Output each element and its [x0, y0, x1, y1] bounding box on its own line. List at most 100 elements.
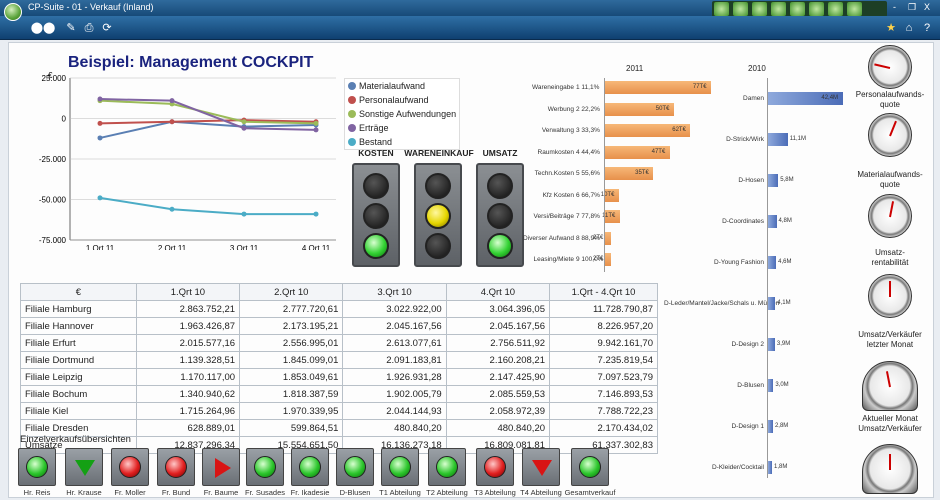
table-cell: 1.853.049,61 — [239, 368, 344, 386]
bar[interactable] — [768, 215, 777, 228]
table-cell: 1.963.426,87 — [135, 317, 241, 335]
edit-icon[interactable]: ✎ — [66, 22, 76, 34]
data-point[interactable] — [241, 119, 247, 125]
shop-status-button[interactable] — [476, 448, 514, 486]
data-point[interactable] — [313, 211, 319, 217]
table-row[interactable]: Filiale Dortmund 1.139.328,51 1.845.099,01… — [20, 351, 658, 369]
shop-status-button[interactable] — [571, 448, 609, 486]
tool-icon[interactable] — [790, 2, 805, 16]
bar[interactable] — [768, 256, 777, 269]
bar[interactable] — [605, 167, 654, 180]
gauge[interactable] — [862, 361, 918, 411]
shop-label: Hr. Reis — [23, 488, 51, 497]
bar[interactable] — [605, 210, 621, 223]
bar[interactable] — [768, 92, 844, 105]
close-button[interactable]: X — [924, 2, 931, 12]
shop-status-button[interactable] — [291, 448, 329, 486]
bar-category-label: D-Design 2 — [731, 341, 764, 348]
bar-percent-label: 1 11,1% — [576, 84, 600, 91]
column-header[interactable]: 1.Qrt 10 — [135, 283, 241, 301]
app-logo-icon[interactable] — [4, 3, 22, 21]
shop-status-button[interactable] — [18, 448, 56, 486]
home-icon[interactable]: ⌂ — [905, 22, 913, 34]
refresh-icon[interactable]: ⟳ — [102, 22, 112, 34]
gauge[interactable] — [868, 45, 912, 89]
data-point[interactable] — [169, 119, 175, 125]
shop-status-button[interactable] — [381, 448, 419, 486]
column-header[interactable]: € — [20, 283, 137, 301]
data-point[interactable] — [241, 125, 247, 131]
bar[interactable] — [768, 174, 779, 187]
tool-icon[interactable] — [714, 2, 729, 16]
bar[interactable] — [768, 338, 775, 351]
gauge[interactable] — [862, 444, 918, 494]
table-row[interactable]: Filiale Bochum 1.340.940,62 1.818.387,59 1.… — [20, 385, 658, 403]
column-header[interactable]: 4.Qrt 10 — [445, 283, 551, 301]
tool-icon[interactable] — [752, 2, 767, 16]
shop-status-button[interactable] — [111, 448, 149, 486]
shop-status-button[interactable] — [336, 448, 374, 486]
bar[interactable] — [605, 124, 691, 137]
bar[interactable] — [605, 81, 711, 94]
table-row[interactable]: Filiale Hannover 1.963.426,87 2.173.195,21… — [20, 317, 658, 335]
table-row[interactable]: Filiale Kiel 1.715.264,96 1.970.339,95 2.04… — [20, 402, 658, 420]
bar[interactable] — [605, 145, 670, 159]
shop-status-button[interactable] — [157, 448, 195, 486]
column-header[interactable]: 1.Qrt - 4.Qrt 10 — [549, 283, 658, 301]
bar[interactable] — [605, 231, 611, 245]
data-point[interactable] — [241, 211, 247, 217]
gauge[interactable] — [868, 113, 912, 157]
bar[interactable] — [768, 461, 772, 474]
shop-status-button[interactable] — [428, 448, 466, 486]
tool-icon[interactable] — [847, 2, 862, 16]
bar-category-label: Raumkosten — [537, 148, 575, 156]
legend-swatch — [348, 110, 356, 118]
lamp-red — [363, 173, 389, 199]
data-point[interactable] — [313, 127, 319, 133]
bar[interactable] — [768, 420, 773, 433]
bar[interactable] — [768, 133, 788, 146]
shop-status-button[interactable] — [65, 448, 103, 486]
gauge[interactable] — [868, 274, 912, 318]
data-point[interactable] — [97, 195, 103, 201]
data-point[interactable] — [169, 98, 175, 104]
table-row[interactable]: Filiale Hamburg 2.863.752,21 2.777.720,61 3… — [20, 300, 658, 318]
shop-label: Gesamtverkauf — [564, 488, 616, 497]
maximize-button[interactable]: ❐ — [908, 2, 917, 12]
column-header[interactable]: 3.Qrt 10 — [342, 283, 447, 301]
tool-icon[interactable] — [828, 2, 843, 16]
shop-status-button[interactable] — [246, 448, 284, 486]
traffic-light-wareneinkauf[interactable] — [414, 163, 462, 267]
table-row[interactable]: Filiale Erfurt 2.015.577,16 2.556.995,01 2.… — [20, 334, 658, 352]
export-icon[interactable]: ⎙ — [84, 22, 94, 34]
help-icon[interactable]: ? — [923, 22, 931, 34]
bar[interactable] — [768, 379, 774, 392]
data-point[interactable] — [97, 120, 103, 126]
table-cell: 1.139.328,51 — [135, 351, 241, 369]
arrow-down-green-icon — [75, 460, 95, 476]
table-cell: 1.970.339,95 — [239, 402, 344, 420]
shop-status-button[interactable] — [202, 448, 240, 486]
bar[interactable] — [605, 102, 674, 116]
tool-icon[interactable] — [809, 2, 824, 16]
traffic-light-kosten[interactable] — [352, 163, 400, 267]
minimize-button[interactable]: - — [893, 2, 896, 12]
traffic-light-umsatz[interactable] — [476, 163, 524, 267]
favorite-star-icon[interactable]: ★ — [886, 22, 896, 34]
data-point[interactable] — [169, 206, 175, 212]
table-row[interactable]: Filiale Leipzig 1.170.117,00 1.853.049,61 1… — [20, 368, 658, 386]
tool-icon[interactable] — [733, 2, 748, 16]
bar[interactable] — [605, 188, 619, 202]
data-point[interactable] — [97, 135, 103, 141]
nav-back-forward-icon[interactable]: ⬤⬤ — [30, 22, 56, 34]
row-label: Filiale Hannover — [20, 317, 137, 335]
shop-status-button[interactable] — [522, 448, 560, 486]
bar[interactable] — [768, 297, 776, 310]
data-point[interactable] — [313, 120, 319, 126]
bar[interactable] — [605, 253, 611, 266]
data-point[interactable] — [97, 96, 103, 102]
tool-icon[interactable] — [771, 2, 786, 16]
legend-label: Erträge — [359, 123, 389, 133]
column-header[interactable]: 2.Qrt 10 — [239, 283, 344, 301]
gauge[interactable] — [868, 194, 912, 238]
